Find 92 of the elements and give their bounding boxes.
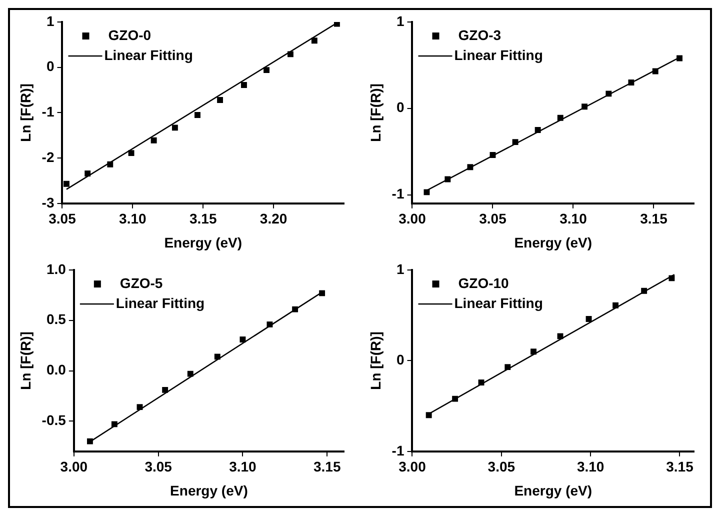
point — [86, 438, 93, 444]
point — [172, 124, 178, 131]
x-tick-label: 3.00 — [60, 458, 88, 475]
point — [512, 139, 518, 146]
x-tick-label: 3.10 — [119, 210, 147, 227]
point — [444, 176, 451, 182]
point — [240, 336, 246, 343]
point — [534, 127, 541, 133]
legend-label: Linear Fitting — [104, 46, 193, 63]
x-tick-label: 3.10 — [576, 458, 604, 475]
point — [628, 79, 634, 86]
point — [478, 379, 484, 386]
x-tick-label: 3.00 — [398, 458, 426, 475]
y-tick-label: -0.5 — [42, 412, 66, 428]
point — [150, 137, 157, 144]
y-tick-label: 1 — [396, 260, 404, 277]
point — [586, 316, 592, 322]
x-tick-label: 3.15 — [666, 458, 694, 475]
point — [557, 333, 564, 340]
point — [64, 180, 70, 187]
x-tick-label: 3.05 — [144, 458, 172, 475]
y-tick-label: 0.5 — [46, 311, 66, 328]
x-axis-title: Energy (eV) — [514, 234, 592, 250]
x-axis-title: Energy (eV) — [514, 482, 592, 498]
y-tick-label: -1 — [42, 104, 54, 120]
point — [128, 150, 134, 156]
legend-label: GZO-5 — [120, 274, 163, 291]
point — [194, 112, 200, 118]
point — [334, 22, 340, 27]
point — [452, 396, 458, 402]
x-tick-label: 3.05 — [479, 210, 507, 227]
y-tick-label: 0.0 — [46, 362, 66, 378]
point — [582, 104, 588, 110]
y-tick-label: 0 — [396, 352, 404, 368]
x-axis-title: Energy (eV) — [164, 234, 242, 250]
point — [426, 412, 432, 418]
legend-label: Linear Fitting — [454, 294, 543, 311]
point — [424, 189, 430, 196]
legend-label: Linear Fitting — [454, 46, 543, 63]
point — [641, 288, 648, 294]
point — [311, 38, 318, 44]
point — [264, 67, 270, 74]
x-tick-label: 3.05 — [488, 458, 516, 475]
point — [292, 306, 298, 312]
point — [504, 364, 511, 370]
point — [266, 321, 273, 328]
point — [606, 90, 612, 97]
point — [676, 55, 682, 62]
y-tick-label: 1.0 — [46, 260, 66, 277]
point — [162, 386, 168, 393]
point — [319, 290, 326, 296]
point — [111, 421, 118, 428]
point — [241, 82, 247, 88]
point — [652, 68, 658, 74]
y-axis-title: Ln [F(R)] — [367, 84, 384, 142]
x-tick-label: 3.00 — [398, 210, 426, 227]
point — [467, 164, 474, 170]
x-tick-label: 3.05 — [48, 210, 76, 227]
point — [214, 354, 220, 360]
legend-label: GZO-0 — [108, 26, 152, 43]
x-axis-title: Energy (eV) — [170, 482, 248, 498]
point — [217, 97, 224, 103]
x-tick-label: 3.15 — [313, 458, 341, 475]
y-axis-title: Ln [F(R)] — [17, 332, 34, 390]
point — [668, 275, 675, 282]
point — [530, 348, 536, 355]
point — [557, 114, 564, 121]
x-tick-label: 3.15 — [190, 210, 217, 227]
legend-label: GZO-10 — [458, 274, 510, 291]
legend-label: GZO-3 — [458, 26, 502, 43]
y-tick-label: -2 — [42, 148, 54, 165]
point — [136, 404, 143, 410]
y-tick-label: 1 — [46, 12, 54, 29]
y-tick-label: 1 — [396, 12, 404, 29]
point — [187, 370, 194, 377]
y-axis-title: Ln [F(R)] — [17, 84, 34, 142]
x-tick-label: 3.15 — [640, 210, 668, 227]
point — [84, 170, 91, 176]
y-tick-label: -1 — [392, 186, 404, 202]
legend-label: Linear Fitting — [116, 294, 205, 311]
point — [612, 302, 619, 308]
point — [287, 51, 294, 58]
point — [490, 152, 496, 158]
y-axis-title: Ln [F(R)] — [367, 332, 384, 390]
x-tick-label: 3.10 — [560, 210, 588, 227]
y-tick-label: -3 — [42, 194, 54, 210]
y-tick-label: 0 — [46, 58, 54, 74]
y-tick-label: -1 — [392, 442, 404, 458]
y-tick-label: 0 — [396, 99, 404, 116]
point — [107, 161, 114, 168]
x-tick-label: 3.10 — [229, 458, 257, 475]
x-tick-label: 3.20 — [260, 210, 288, 227]
